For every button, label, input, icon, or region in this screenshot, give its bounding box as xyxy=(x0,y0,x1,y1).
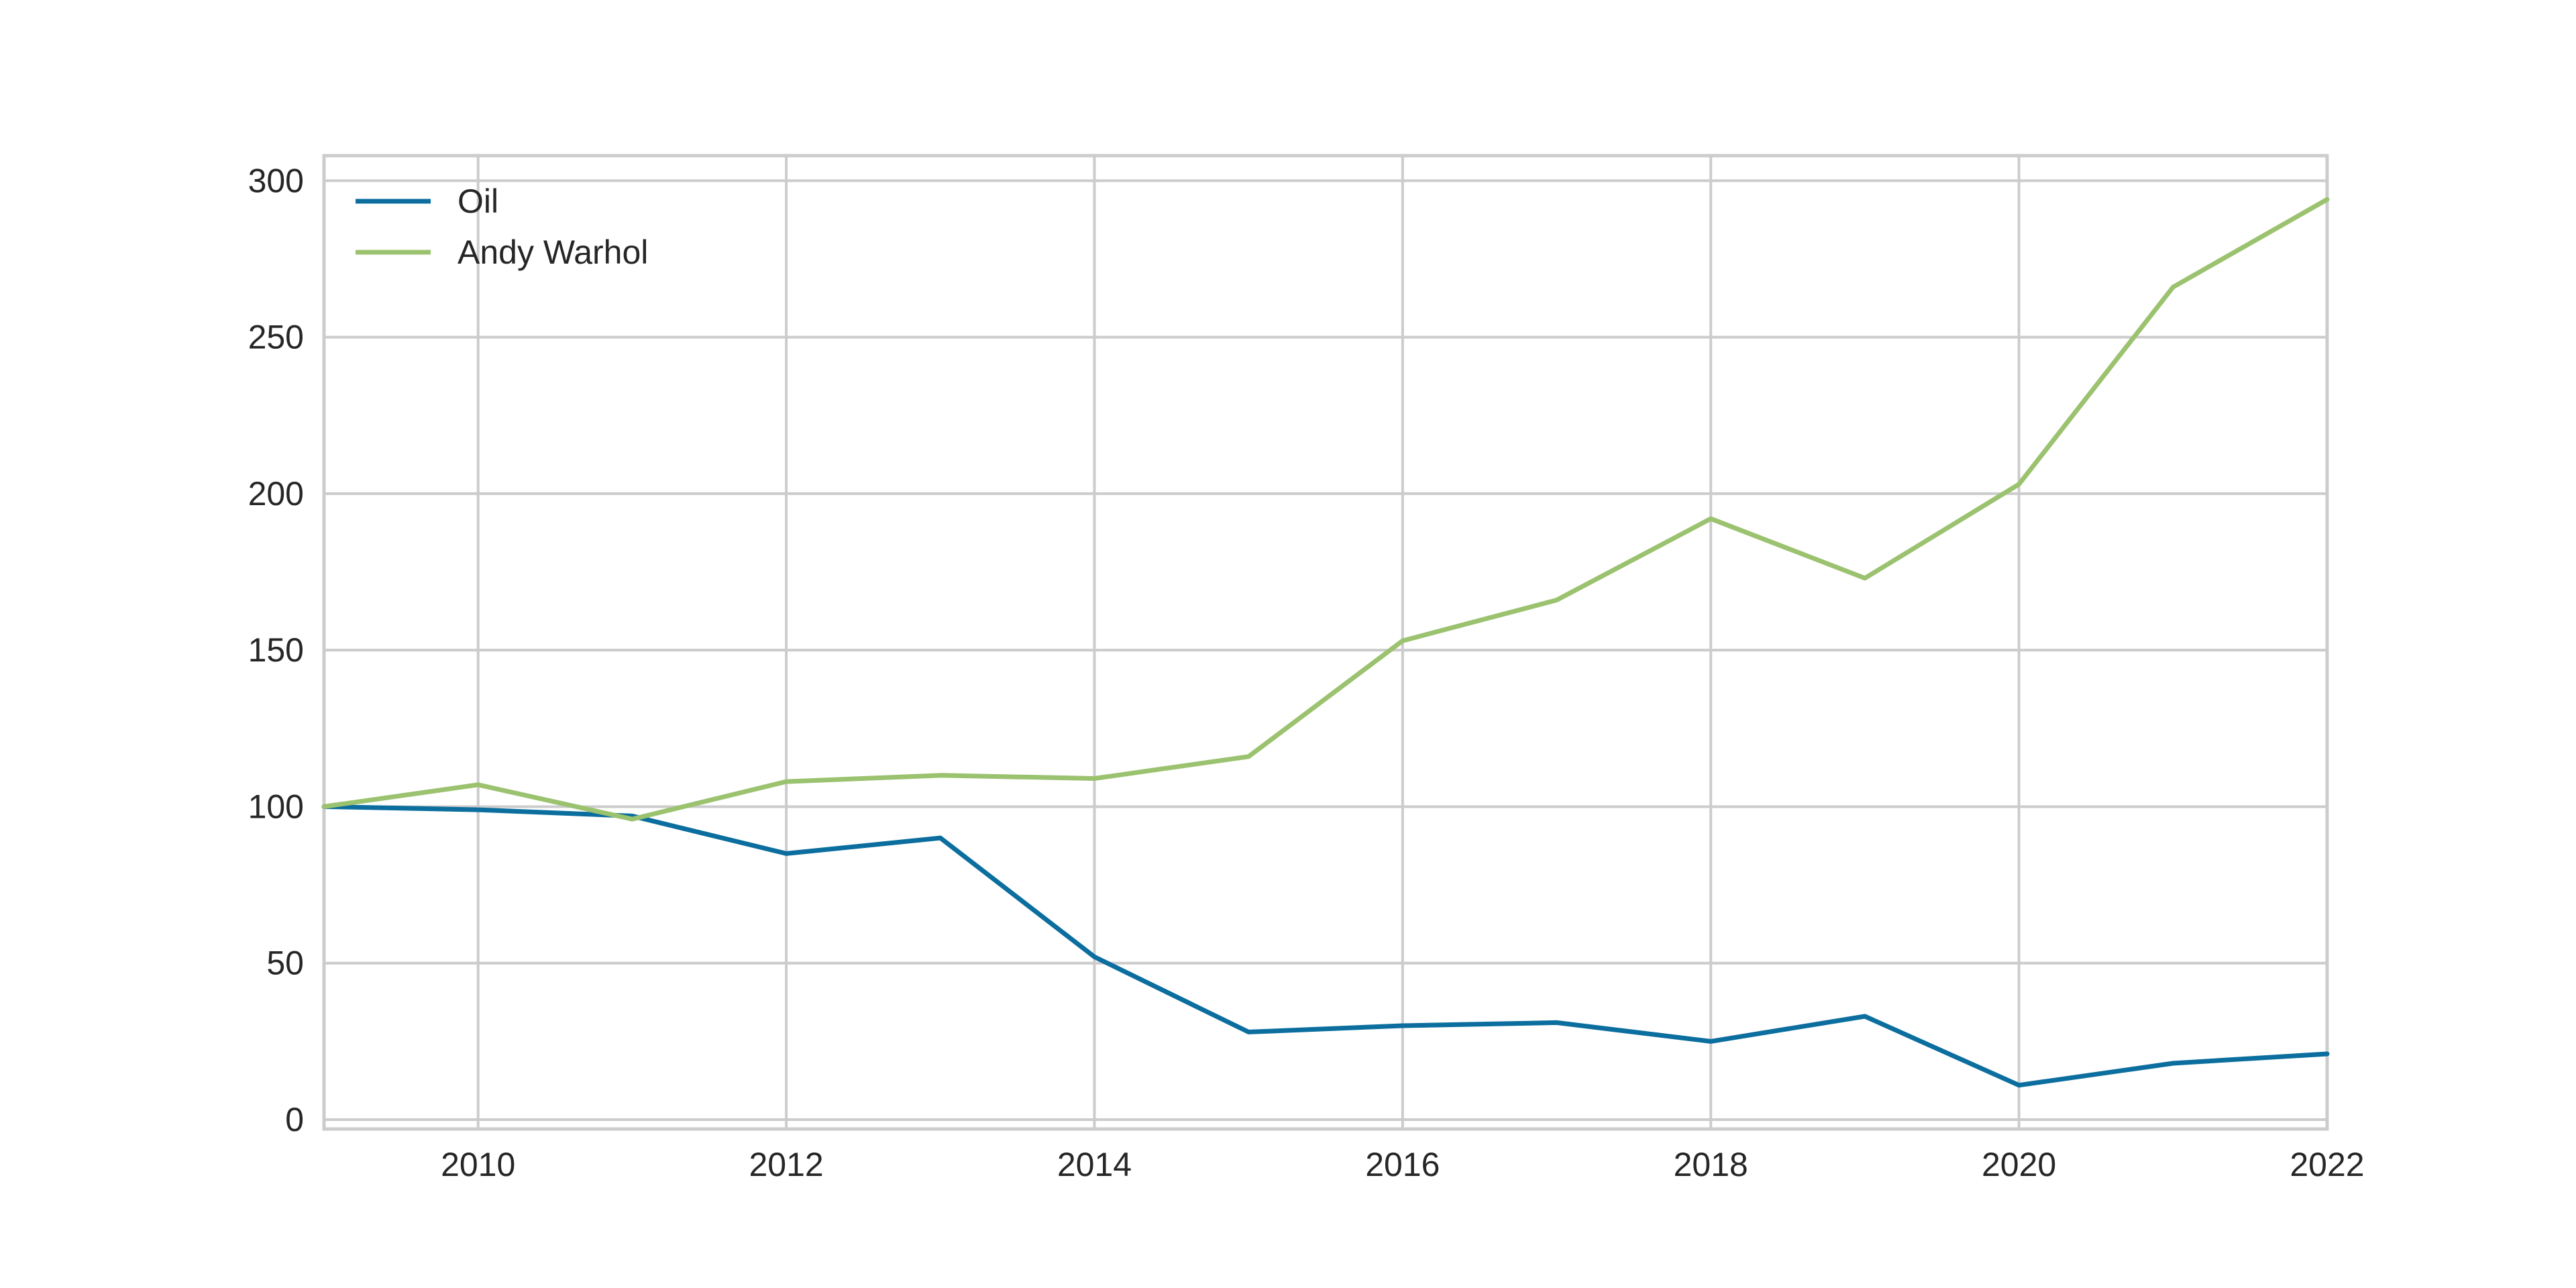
x-tick-label-2016: 2016 xyxy=(1365,1146,1440,1183)
legend-label-oil: Oil xyxy=(458,182,498,220)
legend: Oil Andy Warhol xyxy=(356,182,648,271)
grid xyxy=(324,156,2328,1129)
tick-labels: 2010 2012 2014 2016 2018 2020 2022 0 50 100 150 200… xyxy=(248,162,2365,1183)
series-line-oil xyxy=(321,804,2330,1088)
y-tick-label-100: 100 xyxy=(248,788,304,825)
y-tick-label-250: 250 xyxy=(248,319,304,356)
x-tick-label-2014: 2014 xyxy=(1057,1146,1132,1183)
series-line-andy-warhol xyxy=(321,197,2330,822)
legend-label-andy-warhol: Andy Warhol xyxy=(458,233,648,271)
x-tick-label-2012: 2012 xyxy=(749,1146,823,1183)
y-tick-label-0: 0 xyxy=(285,1101,304,1138)
x-tick-label-2010: 2010 xyxy=(441,1146,515,1183)
plot-frame xyxy=(322,154,2329,1131)
x-tick-label-2018: 2018 xyxy=(1674,1146,1748,1183)
y-tick-label-300: 300 xyxy=(248,162,304,199)
x-tick-label-2022: 2022 xyxy=(2290,1146,2364,1183)
y-tick-label-150: 150 xyxy=(248,631,304,669)
plot-area-border xyxy=(322,154,2329,1131)
x-tick-label-2020: 2020 xyxy=(1982,1146,2056,1183)
y-tick-label-200: 200 xyxy=(248,475,304,513)
series-lines xyxy=(321,197,2330,1088)
y-tick-label-50: 50 xyxy=(266,945,304,982)
